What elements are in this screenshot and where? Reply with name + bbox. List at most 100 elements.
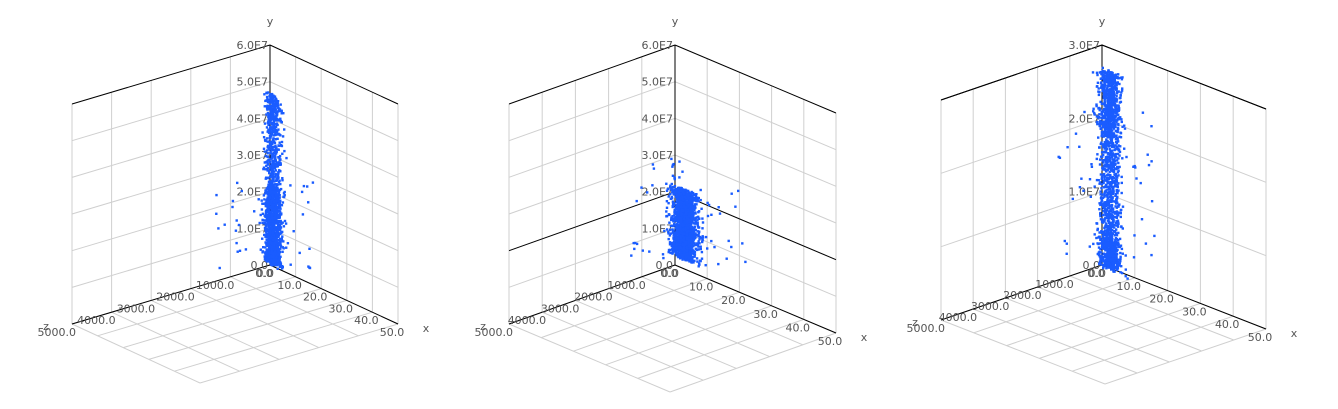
data-point: [279, 207, 282, 210]
data-point: [679, 237, 683, 240]
data-point: [677, 200, 680, 203]
data-point: [1105, 76, 1108, 79]
y-tick-label: 1.0E7: [237, 222, 268, 235]
data-point: [684, 208, 687, 211]
data-point: [273, 216, 276, 220]
data-point: [276, 233, 279, 236]
data-point: [267, 226, 271, 229]
data-point: [274, 147, 277, 151]
data-point: [1112, 220, 1115, 224]
data-point: [665, 189, 669, 192]
data-point: [1100, 187, 1103, 190]
data-point: [1106, 168, 1109, 172]
data-point: [675, 197, 679, 201]
data-point: [685, 200, 688, 203]
data-point: [264, 139, 267, 142]
data-point: [1116, 268, 1119, 271]
data-point: [273, 145, 276, 149]
data-point: [279, 265, 283, 268]
data-point: [683, 204, 686, 207]
data-point: [1105, 185, 1108, 188]
data-point: [684, 211, 688, 215]
data-point: [1115, 180, 1119, 183]
z-tick-label: 0.0: [257, 267, 275, 280]
data-point: [1108, 166, 1111, 170]
data-point: [1111, 265, 1115, 268]
data-point: [1113, 215, 1116, 219]
data-point: [1109, 229, 1112, 232]
data-point: [687, 238, 691, 241]
data-point: [269, 120, 272, 123]
data-point: [1110, 267, 1114, 270]
data-point: [1109, 174, 1112, 178]
data-point: [671, 224, 674, 227]
data-point: [1106, 135, 1109, 138]
data-point: [693, 259, 696, 263]
data-point: [646, 191, 649, 194]
data-point: [697, 265, 700, 268]
data-point: [671, 230, 675, 233]
data-point: [278, 202, 282, 205]
data-point: [1113, 167, 1116, 170]
data-point: [276, 137, 279, 140]
data-point: [665, 206, 669, 209]
data-point: [270, 95, 273, 98]
data-point: [1114, 183, 1117, 186]
data-point: [278, 119, 282, 122]
data-point: [276, 267, 279, 270]
data-point: [1111, 211, 1114, 214]
data-point: [272, 263, 275, 266]
data-point: [693, 244, 696, 247]
data-point: [236, 181, 239, 185]
data-point: [266, 149, 269, 152]
data-point: [268, 137, 271, 140]
data-point: [677, 239, 680, 243]
data-point: [1104, 249, 1107, 252]
data-point: [1116, 171, 1120, 174]
data-point: [674, 239, 677, 243]
data-point: [668, 241, 672, 244]
data-point: [268, 260, 272, 263]
z-tick-label: 5000.0: [907, 322, 946, 335]
data-point: [275, 179, 278, 182]
data-point: [690, 219, 693, 222]
data-point: [1120, 191, 1123, 195]
data-point: [1111, 149, 1114, 152]
data-point: [1115, 263, 1119, 266]
data-point: [677, 210, 680, 213]
data-point: [276, 253, 279, 256]
data-point: [1119, 244, 1123, 247]
data-point: [283, 149, 286, 153]
data-point: [679, 219, 682, 222]
data-point: [1097, 93, 1101, 97]
data-point: [1103, 176, 1106, 179]
data-point: [717, 206, 720, 209]
data-point: [665, 214, 669, 218]
data-point: [1103, 82, 1106, 85]
data-point: [675, 235, 678, 238]
data-point: [1114, 178, 1117, 181]
data-point: [270, 111, 274, 115]
data-point: [1110, 265, 1113, 268]
y-axis-label: y: [267, 15, 274, 28]
data-point: [1090, 165, 1094, 168]
data-point: [282, 195, 286, 199]
data-point: [265, 227, 268, 231]
wall-gridline: [674, 44, 837, 114]
data-point: [1109, 193, 1113, 196]
data-point: [701, 227, 704, 230]
data-point: [1109, 221, 1112, 225]
data-point: [697, 248, 701, 251]
data-point: [694, 232, 697, 235]
y-tick-label: 3.0E7: [237, 149, 268, 162]
data-point: [1115, 224, 1118, 227]
data-point: [279, 262, 282, 265]
data-point: [1117, 174, 1120, 177]
data-point: [278, 224, 281, 227]
z-axis: [71, 264, 271, 325]
data-point: [694, 193, 697, 196]
data-point: [1121, 205, 1125, 208]
data-point: [267, 185, 271, 189]
data-point: [691, 201, 694, 204]
data-point: [1116, 248, 1119, 252]
